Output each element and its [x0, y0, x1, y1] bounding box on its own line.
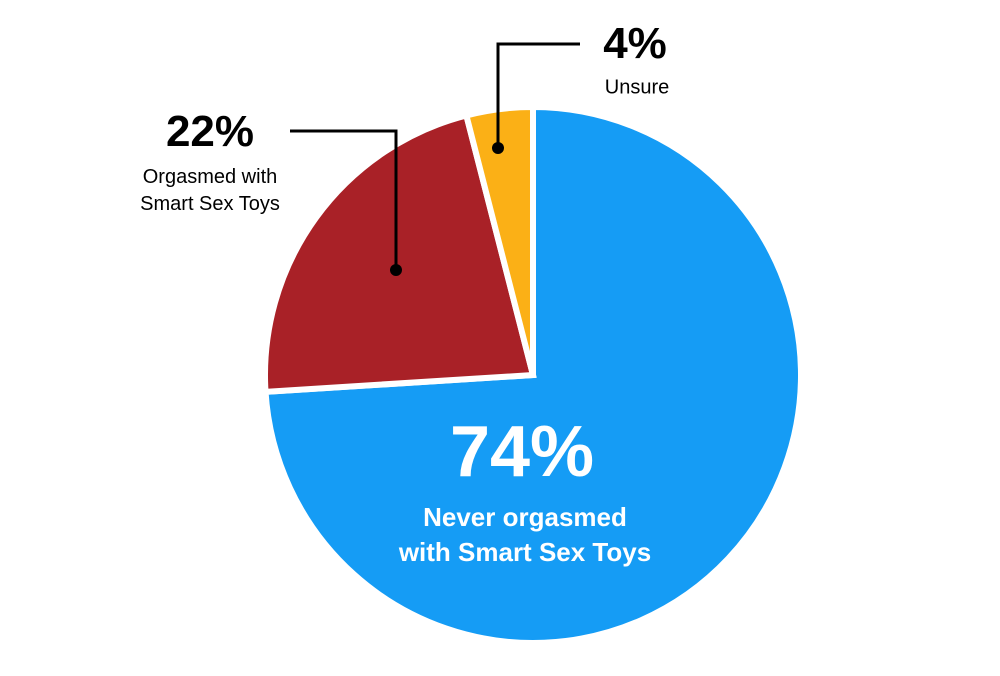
- pie-slice: [262, 111, 537, 396]
- leader-line: [290, 129, 398, 270]
- leader-line: [496, 42, 580, 148]
- category-label: Never orgasmed with Smart Sex Toys: [398, 501, 652, 567]
- category-label: Orgasmed with Smart Sex Toys: [140, 166, 280, 215]
- pie: [262, 103, 804, 646]
- value-label: 74%: [449, 412, 595, 492]
- value-label: 22%: [165, 107, 255, 156]
- leader-dot: [390, 264, 402, 276]
- leader-dot: [492, 142, 504, 154]
- category-label: Unsure: [604, 76, 670, 99]
- value-label: 4%: [603, 19, 667, 68]
